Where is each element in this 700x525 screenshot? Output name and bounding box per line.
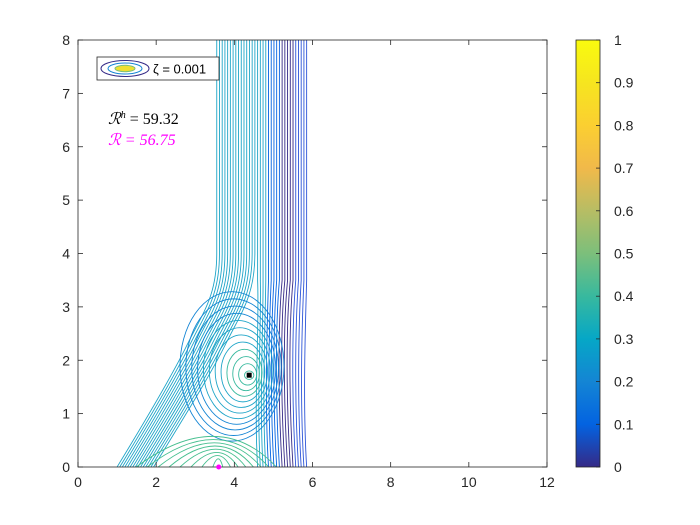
contour-arc <box>135 435 277 467</box>
contour-line <box>142 40 245 467</box>
y-tick-label: 4 <box>62 246 70 262</box>
contour-closed <box>226 348 263 397</box>
contour-line <box>124 40 226 467</box>
colorbar: 0 0.1 0.2 0.3 0.4 0.5 0.6 0.7 0.8 0.9 1 <box>575 32 634 475</box>
colorbar-tick-label: 1 <box>614 32 622 48</box>
plot-area <box>78 40 547 467</box>
contour-line <box>283 40 289 467</box>
axis-marker <box>216 464 222 470</box>
contour-closed <box>238 363 258 386</box>
contour-line <box>275 40 280 467</box>
contour-line <box>121 40 223 467</box>
contour-closed <box>244 370 255 380</box>
contour-arc <box>201 455 231 467</box>
annotation-rh-value: = 59.32 <box>126 111 179 128</box>
contour-arc <box>157 442 262 467</box>
colorbar-tick-label: 0.8 <box>614 117 634 133</box>
contour-arc <box>179 448 247 467</box>
legend-label: ζ = 0.001 <box>153 62 206 77</box>
colorbar-tick-label: 0.3 <box>614 331 634 347</box>
annotation-rh: ℛh = 59.32 <box>108 110 179 128</box>
x-tick-label: 0 <box>74 474 82 490</box>
contour-line <box>295 40 299 467</box>
y-tick-label: 5 <box>62 192 70 208</box>
contour-line <box>134 40 237 467</box>
annotation-rh-base: ℛ <box>108 111 122 128</box>
y-tick-label: 2 <box>62 352 70 368</box>
contour-closed <box>179 291 285 442</box>
legend-contour-icon <box>100 60 150 77</box>
contour-closed <box>214 334 269 408</box>
colorbar-tick-label: 0 <box>614 459 622 475</box>
contour-closed <box>208 327 271 414</box>
legend: ζ = 0.001 <box>96 56 220 81</box>
x-tick-label: 10 <box>461 474 477 490</box>
contour-closed <box>203 320 274 420</box>
y-tick-label: 6 <box>62 139 70 155</box>
contour-line <box>116 40 218 467</box>
contour-line <box>289 40 294 467</box>
colorbar-tick-label: 0.6 <box>614 203 634 219</box>
contour-line <box>278 40 283 467</box>
contour-line <box>304 40 308 467</box>
contour-line <box>273 40 278 467</box>
contour-line <box>127 40 229 467</box>
x-tick-label: 8 <box>387 474 395 490</box>
contour-closed <box>197 312 277 425</box>
contour-line <box>140 40 242 467</box>
annotation-r: ℛ = 56.75 <box>108 132 176 149</box>
y-tick-label: 8 <box>62 32 70 48</box>
contour-line <box>263 40 267 467</box>
x-tick-label: 12 <box>539 474 555 490</box>
colorbar-tick-label: 0.1 <box>614 416 634 432</box>
contour-line <box>301 40 305 467</box>
contour-arc <box>146 439 270 467</box>
y-tick-label: 1 <box>62 406 70 422</box>
contour-closed <box>220 341 266 403</box>
contour-line <box>150 40 253 467</box>
y-tick-label: 3 <box>62 299 70 315</box>
colorbar-tick-label: 0.9 <box>614 75 634 91</box>
contour-closed <box>232 356 260 392</box>
contour-line <box>268 40 272 467</box>
contour-line <box>137 40 239 467</box>
markers <box>216 372 252 470</box>
x-tick-label: 4 <box>230 474 238 490</box>
contour-arc <box>212 458 224 467</box>
contour-line <box>292 40 297 467</box>
contour-arc <box>168 445 254 467</box>
x-tick-label: 6 <box>309 474 317 490</box>
contour-line <box>145 40 248 467</box>
contour-lines <box>116 40 308 467</box>
contour-closed <box>185 298 282 436</box>
contour-line <box>270 40 275 467</box>
x-tick-label: 2 <box>152 474 160 490</box>
contour-closed <box>191 305 279 431</box>
colorbar-tick-label: 0.5 <box>614 246 634 262</box>
colorbar-tick-label: 0.2 <box>614 374 634 390</box>
y-tick-label: 7 <box>62 85 70 101</box>
y-tick-label: 0 <box>62 459 70 475</box>
contour-line <box>281 40 286 467</box>
colorbar-ticks: 0 0.1 0.2 0.3 0.4 0.5 0.6 0.7 0.8 0.9 1 <box>596 32 634 475</box>
contour-line <box>153 40 256 467</box>
contour-line <box>298 40 302 467</box>
x-axis: 0 2 4 6 8 10 12 <box>74 40 555 490</box>
contour-line <box>286 40 291 467</box>
colorbar-tick-label: 0.7 <box>614 160 634 176</box>
contour-line <box>147 40 250 467</box>
annotation-rh-sup: h <box>121 110 126 121</box>
contour-line <box>132 40 234 467</box>
colorbar-tick-label: 0.4 <box>614 288 634 304</box>
contour-line <box>260 40 264 467</box>
contour-line <box>119 40 220 467</box>
contour-line <box>255 40 259 467</box>
extremum-marker <box>246 372 252 378</box>
y-axis: 0 1 2 3 4 5 6 7 8 <box>62 32 547 475</box>
